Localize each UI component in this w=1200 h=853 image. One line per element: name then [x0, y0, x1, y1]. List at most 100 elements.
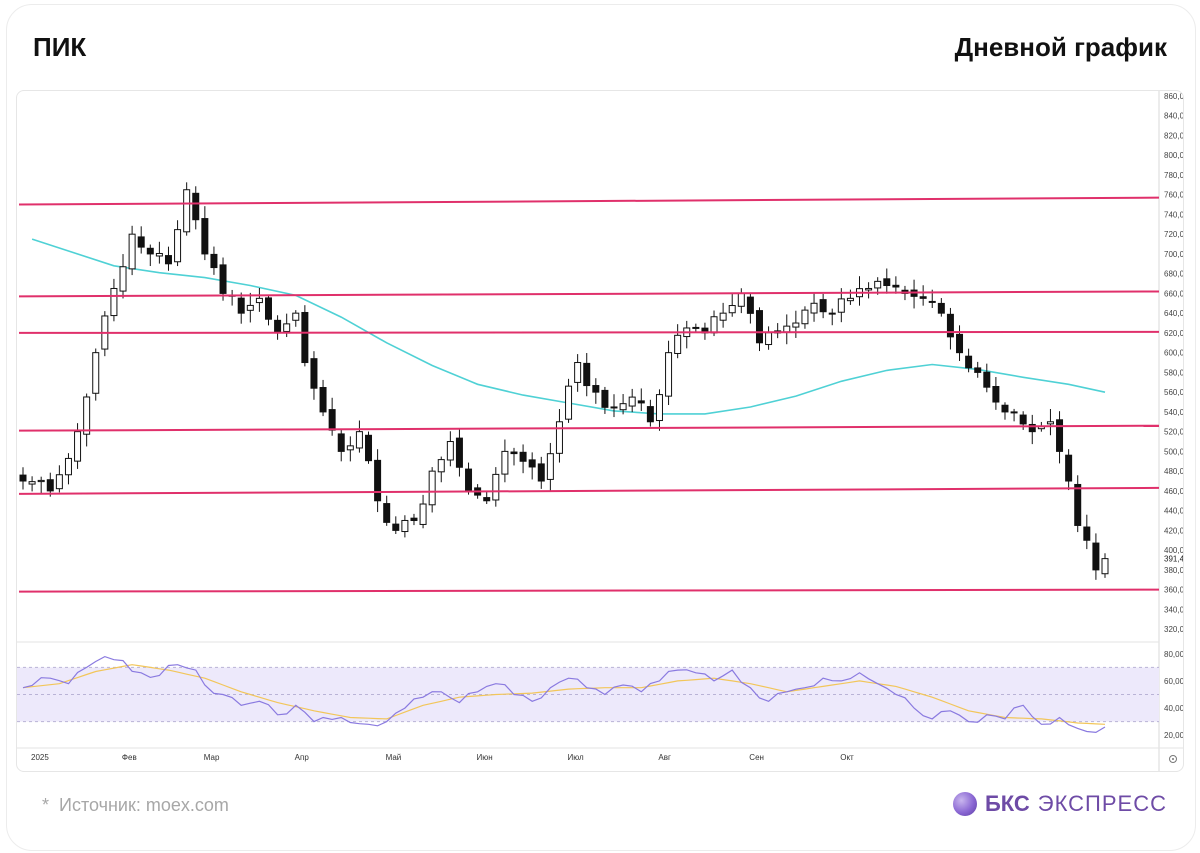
candle-body [365, 434, 373, 462]
candle-body [1001, 404, 1009, 413]
y-tick-label: 720,0 [1164, 230, 1183, 239]
candle-body [383, 503, 391, 523]
candle-body [692, 326, 700, 329]
candle-body [164, 255, 172, 265]
candle-body [155, 252, 163, 257]
candle-body [610, 406, 618, 409]
candle-body [846, 297, 854, 302]
candle-body [1046, 421, 1054, 425]
candle-body [965, 355, 973, 369]
y-tick-label: 640,0 [1164, 309, 1183, 318]
y-tick-label: 580,0 [1164, 368, 1183, 377]
y-tick-label: 540,0 [1164, 408, 1183, 417]
settings-gear-icon-center [1172, 758, 1174, 760]
x-tick-label: Июл [567, 753, 584, 762]
candle-body [255, 297, 263, 304]
candle-body [501, 450, 509, 475]
candle-body [674, 334, 682, 354]
rsi-tick-label: 80,00 [1164, 650, 1183, 659]
candle-body [737, 292, 745, 307]
source-note: * Источник: moex.com [42, 795, 229, 816]
y-tick-label: 460,0 [1164, 487, 1183, 496]
x-tick-label: Авг [658, 753, 671, 762]
rsi-tick-label: 20,00 [1164, 731, 1183, 740]
candle-body [455, 437, 463, 468]
candle-body [937, 302, 945, 314]
candle-body [874, 280, 882, 289]
candle-body [292, 312, 300, 321]
candle-body [28, 481, 36, 485]
candle-body [810, 302, 818, 314]
candle-body [1074, 483, 1082, 526]
candle-body [1010, 411, 1018, 414]
candle-body [374, 459, 382, 502]
y-tick-label: 440,0 [1164, 507, 1183, 516]
candle-body [555, 421, 563, 454]
candle-body [865, 287, 873, 291]
candle-body [83, 396, 91, 435]
candle-body [465, 468, 473, 492]
candle-body [1083, 526, 1091, 541]
candle-body [637, 400, 645, 404]
candle-body [755, 310, 763, 344]
candle-body [419, 503, 427, 525]
price-chart[interactable]: 860,0 840,0 820,0 800,0 780,0 760,0 740,0 720,0… [17, 91, 1183, 771]
candle-body [628, 396, 636, 407]
candle-body [64, 457, 72, 476]
candle-body [1056, 419, 1064, 452]
candle-body [492, 473, 500, 501]
candle-body [892, 284, 900, 288]
candle-body [219, 264, 227, 294]
candle-body [710, 316, 718, 334]
candle-body [746, 296, 754, 314]
candle-body [992, 386, 1000, 403]
candle-body [119, 266, 127, 292]
candle-body [37, 479, 45, 483]
candle-body [337, 433, 345, 452]
candle-body [1092, 542, 1100, 571]
candle-body [801, 309, 809, 325]
y-tick-label: 340,0 [1164, 605, 1183, 614]
candle-body [301, 311, 309, 364]
candle-body [310, 358, 318, 389]
support-resistance-level [18, 424, 1160, 432]
y-tick-label: 700,0 [1164, 250, 1183, 259]
candle-body [1028, 423, 1036, 433]
y-tick-label: 380,0 [1164, 566, 1183, 575]
candle-body [510, 451, 518, 455]
candle-body [264, 297, 272, 320]
candle-body [19, 474, 27, 482]
candle-body [837, 298, 845, 313]
candle-body [437, 459, 445, 473]
candle-body [819, 299, 827, 313]
candle-body [92, 352, 100, 394]
candle-body [210, 253, 218, 269]
candle-body [174, 229, 182, 263]
candle-body [783, 325, 791, 333]
y-tick-label: 780,0 [1164, 171, 1183, 180]
x-tick-label: Апр [295, 753, 310, 762]
y-tick-label: 760,0 [1164, 191, 1183, 200]
candle-body [619, 403, 627, 411]
y-tick-label: 560,0 [1164, 388, 1183, 397]
y-tick-label: 800,0 [1164, 151, 1183, 160]
y-tick-label: 480,0 [1164, 467, 1183, 476]
y-tick-label: 680,0 [1164, 270, 1183, 279]
chart-frame[interactable]: 860,0 840,0 820,0 800,0 780,0 760,0 740,0 720,0… [16, 90, 1184, 772]
candle-body [110, 287, 118, 317]
candle-body [46, 479, 54, 492]
candle-body [1019, 414, 1027, 425]
x-tick-label: Июн [477, 753, 493, 762]
candle-body [946, 313, 954, 338]
candle-body [655, 394, 663, 422]
candle-body [183, 189, 191, 233]
y-tick-label: 360,0 [1164, 586, 1183, 595]
candle-body [137, 236, 145, 248]
candle-body [401, 519, 409, 533]
support-resistance-level [18, 588, 1160, 593]
y-tick-label: 620,0 [1164, 329, 1183, 338]
candle-body [765, 332, 773, 346]
candle-body [728, 305, 736, 314]
candle-body [956, 333, 964, 354]
y-tick-label: 840,0 [1164, 112, 1183, 121]
